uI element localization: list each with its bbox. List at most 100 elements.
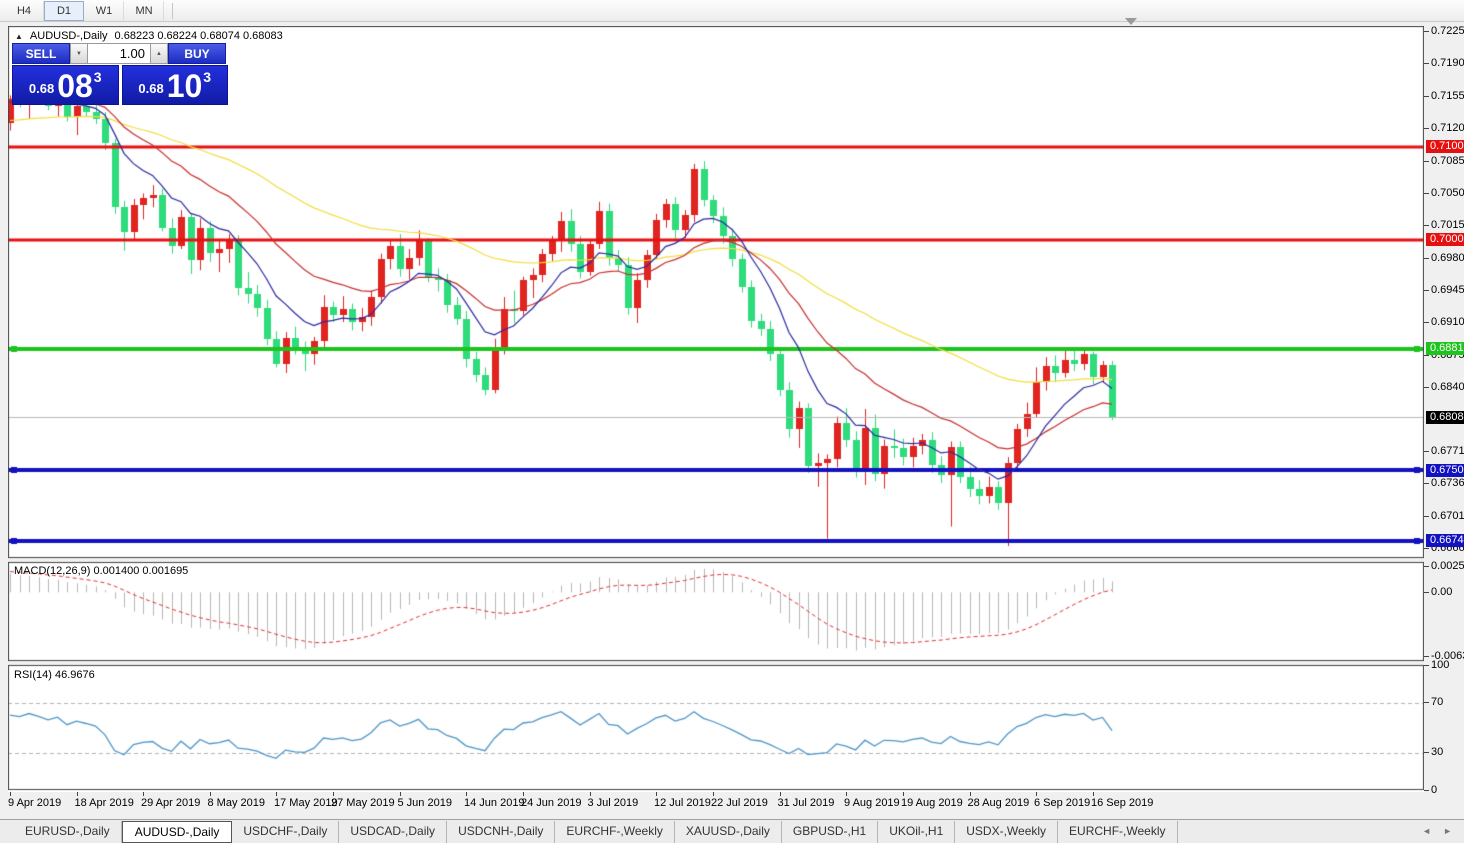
symbol-ohlc-values: 0.68223 0.68224 0.68074 0.68083 xyxy=(114,30,283,42)
chart-tab-usdx-weekly[interactable]: USDX-,Weekly xyxy=(955,820,1059,843)
sell-button[interactable]: SELL xyxy=(12,43,70,64)
timeframe-button-h4[interactable]: H4 xyxy=(4,0,44,21)
timeframe-toolbar: H4 D1 W1 MN xyxy=(0,0,1464,22)
date-tick xyxy=(780,792,781,796)
date-tick xyxy=(523,792,524,796)
one-click-collapse-icon[interactable]: ▲ xyxy=(15,31,23,41)
chart-tab-usdcad-daily[interactable]: USDCAD-,Daily xyxy=(339,820,448,843)
buy-price-pips: 10 xyxy=(166,68,203,104)
hline-price-label: 0.66746 xyxy=(1426,534,1464,548)
rsi-axis-tick: 30 xyxy=(1423,746,1444,758)
buy-button[interactable]: BUY xyxy=(168,43,226,64)
chart-tab-xauusd-daily[interactable]: XAUUSD-,Daily xyxy=(675,820,782,843)
hline-price-label: 0.67508 xyxy=(1426,463,1464,477)
date-axis-label: 9 Aug 2019 xyxy=(844,797,900,809)
sell-price-prefix: 0.68 xyxy=(28,81,55,96)
hline-price-label: 0.70002 xyxy=(1426,233,1464,247)
chart-tab-audusd-daily[interactable]: AUDUSD-,Daily xyxy=(121,820,233,843)
date-axis-label: 17 May 2019 xyxy=(274,797,338,809)
macd-label: MACD(12,26,9) 0.001400 0.001695 xyxy=(14,565,188,577)
sell-price-panel[interactable]: 0.68 08 3 xyxy=(12,65,119,105)
chart-tab-usdcnh-daily[interactable]: USDCNH-,Daily xyxy=(447,820,556,843)
volume-decrease-button[interactable]: ▼ xyxy=(70,43,88,64)
rsi-axis-tick: 70 xyxy=(1423,696,1444,708)
date-axis-label: 29 Apr 2019 xyxy=(141,797,201,809)
chart-tab-eurchf-weekly[interactable]: EURCHF-,Weekly xyxy=(555,820,675,843)
date-tick xyxy=(656,792,657,796)
date-tick xyxy=(903,792,904,796)
timeframe-button-w1[interactable]: W1 xyxy=(84,0,124,21)
date-tick xyxy=(466,792,467,796)
volume-input[interactable] xyxy=(88,43,150,64)
sell-price-point: 3 xyxy=(93,69,102,85)
rsi-axis-tick: 0 xyxy=(1423,783,1438,796)
date-axis-label: 18 Apr 2019 xyxy=(74,797,134,809)
date-tick xyxy=(970,792,971,796)
tab-scroll-nav: ◄ ► xyxy=(1422,826,1452,836)
date-tick xyxy=(276,792,277,796)
date-tick xyxy=(210,792,211,796)
date-tick xyxy=(1093,792,1094,796)
date-tick xyxy=(143,792,144,796)
date-axis-label: 16 Sep 2019 xyxy=(1091,797,1154,809)
hline-price-label: 0.71005 xyxy=(1426,140,1464,154)
rsi-axis-tick: 100 xyxy=(1423,658,1450,671)
chart-tab-usdchf-daily[interactable]: USDCHF-,Daily xyxy=(232,820,340,843)
buy-price-panel[interactable]: 0.68 10 3 xyxy=(121,65,228,105)
date-axis-label: 28 Aug 2019 xyxy=(967,797,1030,809)
timeframe-button-mn[interactable]: MN xyxy=(124,0,164,21)
candlestick-chart-canvas[interactable] xyxy=(8,26,1424,792)
chart-tab-eurusd-daily[interactable]: EURUSD-,Daily xyxy=(14,820,122,843)
chart-tab-bar: EURUSD-,Daily AUDUSD-,Daily USDCHF-,Daily U… xyxy=(0,819,1464,843)
date-tick xyxy=(333,792,334,796)
date-axis-label: 27 May 2019 xyxy=(331,797,395,809)
timeframe-button-d1[interactable]: D1 xyxy=(44,0,84,21)
date-tick xyxy=(713,792,714,796)
spinner-down-icon: ▼ xyxy=(76,50,82,57)
date-tick xyxy=(10,792,11,796)
tab-scroll-left-icon[interactable]: ◄ xyxy=(1422,826,1432,836)
date-axis-label: 24 Jun 2019 xyxy=(521,797,582,809)
date-axis-label: 8 May 2019 xyxy=(207,797,265,809)
macd-axis-tick: 0.00 xyxy=(1423,585,1453,598)
volume-increase-button[interactable]: ▲ xyxy=(150,43,168,64)
date-tick xyxy=(400,792,401,796)
macd-name: MACD(12,26,9) xyxy=(14,565,91,577)
date-axis-label: 6 Sep 2019 xyxy=(1034,797,1091,809)
date-axis-label: 19 Aug 2019 xyxy=(901,797,963,809)
chart-shift-marker-icon xyxy=(1125,18,1137,25)
hline-price-label: 0.68819 xyxy=(1426,342,1464,356)
hline-price-label: 0.68083 xyxy=(1426,410,1464,424)
date-tick xyxy=(590,792,591,796)
date-axis-label: 5 Jun 2019 xyxy=(397,797,452,809)
sell-price-pips: 08 xyxy=(57,68,93,104)
rsi-value: 46.9676 xyxy=(54,669,95,681)
one-click-trading-widget: SELL ▼ ▲ BUY 0.68 08 3 0.68 10 3 xyxy=(12,43,228,105)
macd-values: 0.001400 0.001695 xyxy=(93,565,189,577)
symbol-info-bar: ▲ AUDUSD-,Daily 0.68223 0.68224 0.68074 … xyxy=(15,30,283,42)
tab-scroll-right-icon[interactable]: ► xyxy=(1443,826,1452,836)
date-axis-label: 31 Jul 2019 xyxy=(777,797,835,809)
date-axis-label: 3 Jul 2019 xyxy=(587,797,639,809)
date-tick xyxy=(846,792,847,796)
rsi-name: RSI(14) xyxy=(14,669,52,681)
buy-price-point: 3 xyxy=(203,69,212,85)
date-tick xyxy=(1036,792,1037,796)
chart-tab-ukoil-h1[interactable]: UKOil-,H1 xyxy=(878,820,956,843)
spinner-up-icon: ▲ xyxy=(156,50,162,57)
chart-tab-gbpusd-h1[interactable]: GBPUSD-,H1 xyxy=(782,820,879,843)
chart-tab-eurchf-weekly[interactable]: EURCHF-,Weekly xyxy=(1058,820,1178,843)
